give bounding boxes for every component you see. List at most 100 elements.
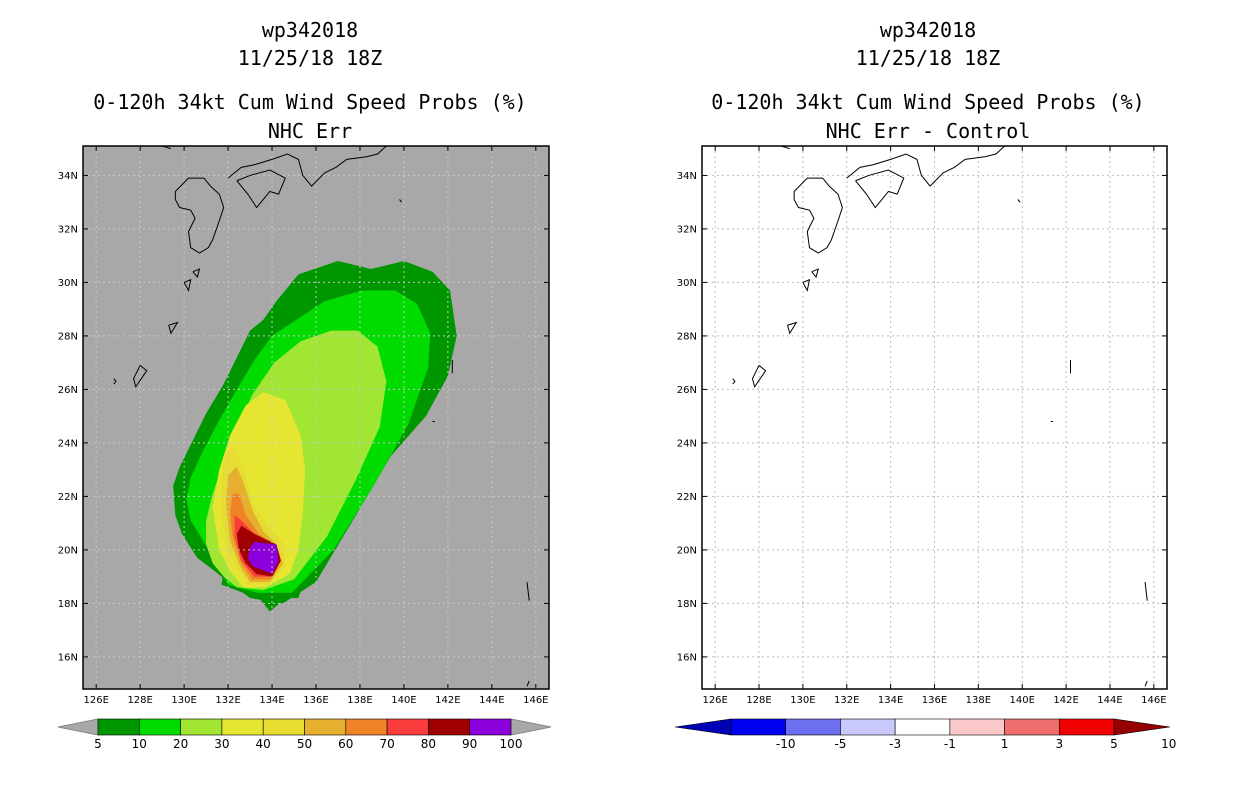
left-x-tick-label: 126E (83, 695, 108, 706)
right-colorbar-swatch (894, 718, 951, 736)
left-map-panel: 126E 128E 130E 132E 134E 136E 138E 140E 142E 144E… (58, 145, 550, 706)
left-coastline (227, 145, 387, 187)
right-coastline (1144, 581, 1148, 601)
right-colorbar-swatch (730, 718, 787, 736)
left-y-tick-label: 26N (58, 385, 78, 396)
right-coastline (751, 364, 767, 388)
right-colorbar-label: -5 (834, 737, 846, 751)
right-coastline (1144, 680, 1148, 687)
right-coastline (732, 378, 736, 385)
left-x-tick-label: 134E (259, 695, 284, 706)
right-x-tick-label: 138E (966, 695, 991, 706)
left-coastline (168, 321, 179, 335)
right-y-tick-label: 26N (677, 385, 697, 396)
right-storm-id: wp342018 (879, 18, 977, 42)
left-y-tick-label: 34N (58, 171, 78, 182)
left-y-tick-label: 22N (58, 492, 78, 503)
right-colorbar-label: 5 (1110, 737, 1118, 751)
left-colorbar-label: 70 (379, 737, 394, 751)
right-colorbar-swatch (840, 718, 896, 736)
left-colorbar-label: 90 (462, 737, 477, 751)
right-x-tick-label: 130E (790, 695, 815, 706)
right-colorbar-label: -10 (776, 737, 796, 751)
right-map-panel: 126E 128E 130E 132E 134E 136E 138E 140E 142E 144E… (677, 145, 1168, 706)
right-coastline (802, 278, 811, 292)
left-colorbar-swatch (180, 718, 223, 736)
left-contour-90-100 (247, 541, 279, 574)
left-chart-title: 0-120h 34kt Cum Wind Speed Probs (%) (93, 90, 527, 114)
left-y-tick-label: 16N (58, 652, 78, 663)
left-x-tick-label: 128E (127, 695, 152, 706)
left-colorbar-label: 40 (256, 737, 271, 751)
left-colorbar-label: 50 (297, 737, 312, 751)
right-x-tick-label: 146E (1141, 695, 1166, 706)
left-colorbar: 5 10 20 30 40 50 60 70 80 90 100 (57, 718, 552, 751)
left-colorbar-label: 60 (338, 737, 353, 751)
left-colorbar-swatch (345, 718, 388, 736)
right-colorbar-label: -1 (944, 737, 956, 751)
left-coastline (192, 268, 201, 279)
right-coastline (1017, 199, 1021, 203)
left-x-tick-label: 132E (215, 695, 240, 706)
right-datetime: 11/25/18 18Z (855, 46, 1001, 70)
left-colorbar-swatch (97, 718, 140, 736)
right-coastline (846, 145, 1006, 187)
right-coastline (811, 268, 819, 279)
right-x-tick-label: 132E (834, 695, 859, 706)
left-x-tick-label: 142E (435, 695, 460, 706)
left-colorbar-swatch (139, 718, 181, 736)
left-coastline (399, 199, 403, 203)
left-coastline (183, 278, 192, 292)
right-colorbar-high-arrow (1113, 718, 1171, 736)
left-x-tick-label: 140E (391, 695, 416, 706)
left-coastline (133, 364, 148, 388)
left-colorbar-label: 5 (94, 737, 102, 751)
right-colorbar: -10 -5 -3 -1 1 3 5 10 (674, 718, 1176, 751)
left-colorbar-high-arrow (510, 718, 552, 736)
left-y-tick-label: 28N (58, 331, 78, 342)
left-colorbar-swatch (221, 718, 264, 736)
right-colorbar-label: 10 (1161, 737, 1176, 751)
right-x-tick-label: 142E (1053, 695, 1078, 706)
right-colorbar-swatch (785, 718, 841, 736)
left-colorbar-swatch (386, 718, 429, 736)
right-y-tick-label: 28N (677, 331, 697, 342)
left-colorbar-label: 10 (132, 737, 147, 751)
left-colorbar-swatch (304, 718, 347, 736)
left-x-tick-label: 130E (171, 695, 196, 706)
left-chart-subtitle: NHC Err (267, 119, 353, 143)
right-x-tick-label: 128E (746, 695, 771, 706)
left-coastline (174, 177, 225, 254)
left-colorbar-label: 80 (421, 737, 436, 751)
right-colorbar-swatch (949, 718, 1005, 736)
left-colorbar-low-arrow (57, 718, 99, 736)
left-colorbar-swatch (262, 718, 305, 736)
right-coastline (793, 177, 843, 254)
right-colorbar-swatch (1004, 718, 1060, 736)
right-colorbar-label: 3 (1055, 737, 1063, 751)
right-y-tick-label: 24N (677, 438, 697, 449)
right-y-tick-label: 32N (677, 224, 697, 235)
right-colorbar-label: 1 (1001, 737, 1009, 751)
left-datetime: 11/25/18 18Z (237, 46, 383, 70)
right-colorbar-low-arrow (674, 718, 732, 736)
left-colorbar-swatch (428, 718, 470, 736)
right-y-tick-label: 20N (677, 545, 697, 556)
right-y-tick-label: 30N (677, 278, 697, 289)
right-x-tick-label: 136E (922, 695, 947, 706)
right-y-tick-label: 18N (677, 599, 697, 610)
left-y-tick-label: 18N (58, 599, 78, 610)
right-colorbar-label: -3 (889, 737, 901, 751)
left-x-tick-label: 144E (479, 695, 504, 706)
left-y-tick-label: 32N (58, 224, 78, 235)
left-colorbar-swatch (469, 718, 512, 736)
right-y-tick-label: 22N (677, 492, 697, 503)
right-x-tick-label: 126E (702, 695, 727, 706)
left-x-tick-label: 136E (303, 695, 328, 706)
right-x-tick-label: 144E (1097, 695, 1122, 706)
right-coastline (787, 321, 798, 335)
left-colorbar-label: 30 (214, 737, 229, 751)
left-storm-id: wp342018 (261, 18, 359, 42)
right-colorbar-swatch (1058, 718, 1115, 736)
